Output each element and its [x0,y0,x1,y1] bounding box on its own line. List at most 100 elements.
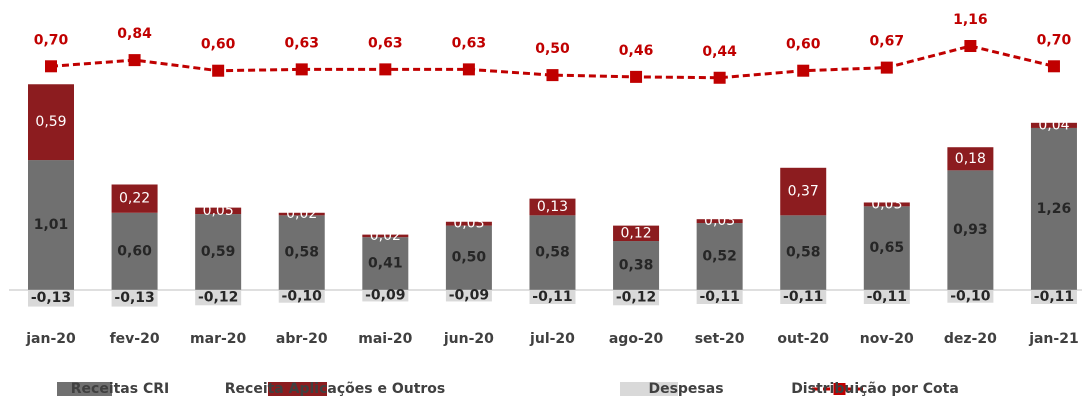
bar-segment [362,237,409,290]
x-tick-label: fev-20 [110,331,160,347]
data-label: 0,37 [788,184,819,200]
line-marker [797,64,810,77]
data-label: 0,59 [35,114,66,130]
line-marker [1047,60,1060,73]
data-label: 0,12 [620,225,651,241]
bar-segment [362,289,409,302]
data-label: 0,60 [786,37,821,53]
data-label: 0,60 [117,243,152,259]
bar-segment [780,215,827,290]
data-label: 0,58 [535,245,570,261]
data-label: 0,67 [870,34,905,50]
bar-segment [863,202,910,207]
bar-segment [362,234,409,238]
legend-swatch [268,382,327,396]
data-label: -0,09 [365,288,405,304]
bar-segment [696,219,743,224]
line-marker [212,64,225,77]
bar-segment [1030,122,1077,128]
bar-segment [28,84,74,161]
data-label: 0,46 [619,43,654,59]
bar-segment [278,212,325,216]
bar-segment [445,221,492,226]
data-label: 0,70 [34,32,69,48]
x-tick-label: nov-20 [860,331,914,347]
data-label: 0,63 [284,35,319,51]
bar-segment [278,289,325,303]
legend-label: Despesas [648,381,723,397]
x-tick-label: abr-20 [276,331,328,347]
data-label: 0,03 [704,213,735,229]
data-label: 0,58 [284,245,319,261]
data-label: 0,22 [119,191,150,207]
data-label: 0,63 [452,35,487,51]
data-label: 0,03 [453,216,484,232]
bar-segment [529,198,576,216]
data-label: 0,59 [201,244,236,260]
line-marker [880,61,893,74]
data-label: 0,02 [370,228,401,244]
data-label: 0,44 [702,44,737,60]
bar-segment [613,241,660,290]
bar-segment [529,289,576,305]
bar-segment [195,207,242,215]
data-label: 0,02 [286,206,317,222]
data-label: -0,11 [532,289,572,305]
data-label: 0,52 [702,248,737,264]
legend-label: Receitas CRI [71,381,169,397]
data-label: 0,50 [452,250,487,266]
data-label: -0,11 [1034,289,1074,305]
data-label: 0,05 [203,203,234,219]
data-label: 0,65 [870,240,905,256]
data-label: -0,09 [449,288,489,304]
bar-segment [445,289,492,302]
line-marker [546,69,559,82]
legend-label: Receita Aplicações e Outros [225,381,446,397]
bar-segment [696,289,743,305]
bar-segment [947,289,994,303]
bar-segment [947,147,994,171]
bar-segment [529,215,576,290]
bar-segment [613,225,660,242]
legend-swatch [620,382,678,396]
data-label: -0,12 [198,290,238,306]
data-label: 0,70 [1037,32,1072,48]
bar-segment [111,212,158,290]
data-label: 0,93 [953,222,988,238]
bar-segment [863,206,910,290]
bar-segment [780,289,827,305]
bar-segment [1030,289,1077,305]
x-tick-label: ago-20 [609,331,664,347]
x-tick-label: dez-20 [944,331,997,347]
data-label: 0,58 [786,245,821,261]
data-label: -0,13 [114,290,154,306]
bar-segment [195,214,242,290]
data-label: 1,01 [34,217,69,233]
data-label: 0,60 [201,37,236,53]
bar-segment [863,289,910,305]
data-label: 0,63 [368,35,403,51]
legend-label: Distribuição por Cota [791,381,959,397]
data-label: 0,03 [871,196,902,212]
data-label: 0,84 [117,26,152,42]
line-marker [462,63,475,76]
data-label: -0,11 [699,289,739,305]
data-label: -0,10 [282,288,323,304]
data-label: 0,41 [368,256,403,272]
x-tick-label: jul-20 [529,331,575,347]
data-label: 0,50 [535,41,570,57]
bar-segment [111,184,158,213]
data-label: -0,11 [867,289,907,305]
x-tick-label: out-20 [777,331,829,347]
x-tick-label: set-20 [695,331,745,347]
x-tick-label: jun-20 [443,331,494,347]
bar-segment [195,289,242,306]
x-tick-label: jan-21 [1028,331,1079,347]
line-marker [630,70,643,83]
line-marker [128,54,141,67]
x-tick-label: mar-20 [190,331,246,347]
bar-segment [445,225,492,290]
data-label: -0,13 [31,290,71,306]
legend-swatch [57,382,112,396]
